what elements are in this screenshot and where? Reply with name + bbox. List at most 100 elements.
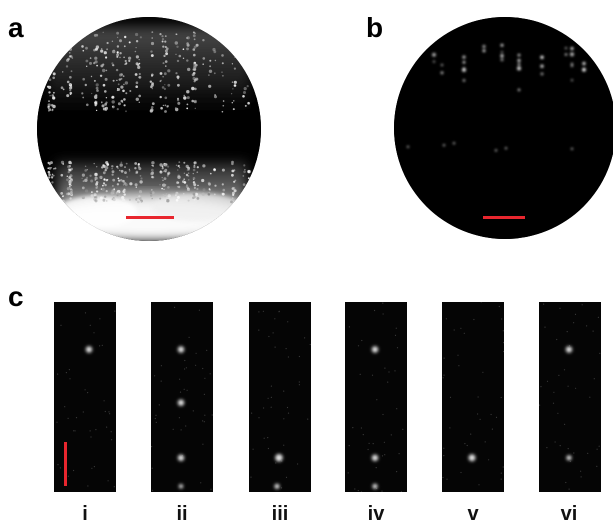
noise-pixel	[298, 384, 300, 386]
speckle	[192, 34, 196, 38]
speckle	[124, 59, 127, 63]
speckle	[186, 96, 190, 100]
noise-pixel	[500, 472, 502, 474]
noise-pixel	[388, 371, 390, 373]
speckle	[243, 61, 246, 65]
speckle	[167, 165, 170, 168]
noise-pixel	[155, 421, 157, 423]
noise-pixel	[498, 305, 500, 308]
speckle	[48, 195, 51, 198]
speckle	[138, 195, 141, 198]
speckle	[116, 31, 119, 35]
noise-pixel	[75, 417, 78, 419]
noise-pixel	[267, 437, 269, 439]
speckle	[123, 83, 125, 86]
strip-image-3	[249, 302, 311, 492]
speckle	[135, 47, 137, 49]
speckle	[177, 97, 179, 100]
noise-pixel	[566, 331, 568, 333]
speckle	[177, 101, 181, 105]
speckle	[517, 88, 521, 92]
noise-pixel	[74, 430, 76, 432]
noise-pixel	[251, 412, 253, 414]
noise-pixel	[64, 406, 66, 408]
speckle	[123, 104, 126, 107]
speckle	[540, 72, 544, 76]
speckle	[570, 64, 574, 67]
speckle	[242, 183, 246, 186]
noise-pixel	[178, 417, 180, 419]
speckle	[135, 97, 139, 102]
noise-pixel	[99, 318, 101, 320]
noise-pixel	[174, 306, 176, 308]
noise-pixel	[206, 349, 208, 351]
speckle	[112, 178, 116, 182]
speckle	[102, 31, 104, 33]
noise-pixel	[202, 420, 204, 422]
speckle	[50, 103, 54, 107]
speckle	[120, 169, 124, 173]
noise-pixel	[460, 327, 462, 329]
speckle	[175, 33, 178, 36]
speckle	[432, 52, 436, 57]
speckle	[89, 174, 92, 177]
speckle	[66, 80, 70, 84]
speckle	[135, 55, 139, 59]
speckle	[52, 76, 55, 80]
speckle	[48, 45, 50, 48]
speckle	[208, 182, 211, 186]
micrograph-a	[37, 17, 261, 241]
speckle	[51, 200, 54, 204]
noise-pixel	[443, 374, 445, 376]
strip-label-i: i	[82, 503, 88, 525]
noise-pixel	[204, 377, 206, 379]
noise-pixel	[274, 318, 276, 320]
speckle	[120, 161, 123, 164]
speckle	[160, 106, 163, 110]
speckle	[246, 85, 249, 88]
speckle	[161, 38, 165, 41]
speckle	[86, 200, 88, 202]
strip-label-v: v	[467, 503, 479, 525]
speckle	[582, 67, 586, 72]
speckle	[68, 180, 72, 184]
speckle	[159, 33, 162, 36]
speckle	[51, 94, 55, 97]
noise-pixel	[297, 463, 299, 465]
speckle	[193, 38, 196, 41]
speckle	[569, 52, 575, 57]
speckle	[95, 181, 99, 184]
noise-pixel	[539, 404, 541, 406]
speckle	[60, 160, 65, 164]
speckle	[47, 170, 51, 174]
panel-label-c: c	[8, 281, 24, 312]
speckle	[47, 107, 50, 109]
speckle	[81, 173, 85, 177]
speckle	[231, 160, 234, 164]
speckle	[112, 79, 115, 82]
speckle	[159, 184, 161, 186]
speckle	[129, 182, 133, 186]
speckle	[214, 184, 217, 187]
speckle	[177, 169, 179, 171]
noise-pixel	[307, 418, 309, 420]
noise-pixel	[580, 476, 582, 478]
speckle	[242, 43, 245, 46]
speckle	[160, 79, 162, 82]
panel-label-a: a	[8, 12, 24, 43]
speckle	[48, 176, 51, 179]
noise-pixel	[172, 428, 174, 430]
speckle	[166, 174, 169, 177]
noise-pixel	[383, 441, 385, 443]
speckle	[192, 196, 195, 200]
speckle	[150, 172, 154, 176]
speckle	[117, 83, 120, 86]
noise-pixel	[382, 302, 384, 304]
speckle	[177, 185, 181, 189]
speckle	[149, 191, 153, 195]
speckle	[102, 83, 106, 87]
speckle	[247, 177, 250, 180]
speckle	[151, 31, 154, 33]
strip-image-2	[151, 302, 213, 492]
speckle	[119, 73, 123, 77]
